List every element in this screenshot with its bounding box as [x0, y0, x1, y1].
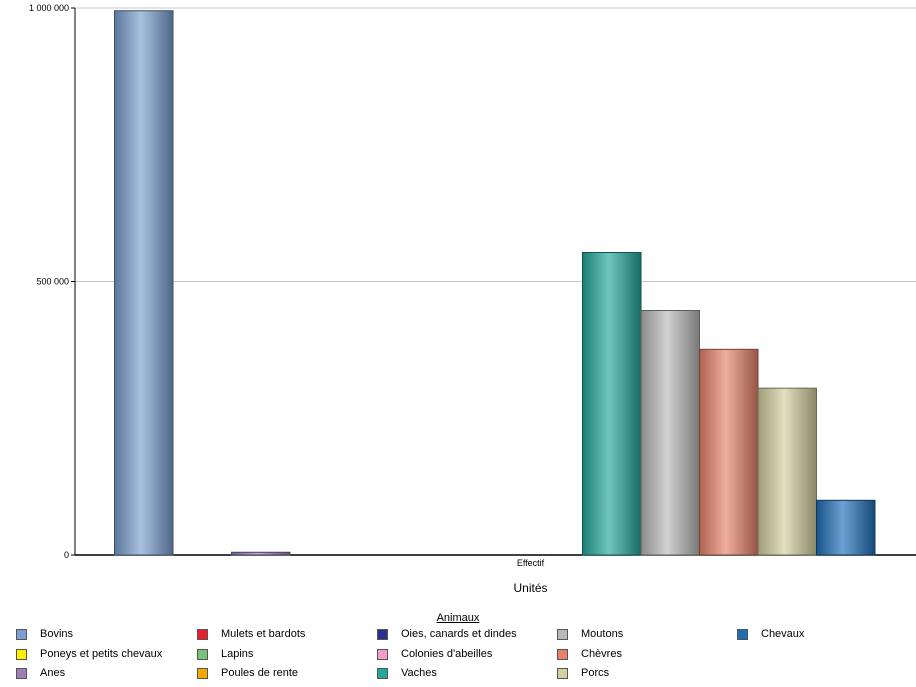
y-tick-label: 0 [64, 550, 69, 560]
bar-bovins [114, 10, 174, 556]
legend-label: Vaches [401, 667, 437, 679]
legend-label: Moutons [581, 628, 624, 640]
legend-swatch [557, 648, 568, 660]
legend-label: Lapins [221, 647, 254, 660]
legend-label: Anes [40, 667, 66, 679]
x-axis-title: Unités [513, 581, 547, 595]
legend-label: Porcs [581, 667, 610, 679]
legend-swatch [16, 648, 27, 660]
y-tick-label: 1 000 000 [29, 3, 69, 13]
legend-swatch [377, 668, 388, 679]
legend-swatch [377, 629, 388, 640]
legend-swatch [377, 648, 388, 660]
y-tick-label: 500 000 [36, 277, 69, 287]
x-category-label: Effectif [517, 558, 545, 568]
legend-label: Chèvres [581, 647, 622, 660]
legend-swatch [16, 668, 27, 679]
legend-label: Poneys et petits chevaux [40, 647, 163, 660]
legend-swatch [557, 668, 568, 679]
legend-label: Colonies d'abeilles [401, 647, 493, 660]
legend-label: Oies, canards et dindes [401, 628, 517, 640]
legend-swatch [737, 629, 748, 640]
legend-swatch [16, 629, 27, 640]
bar-chevaux [816, 499, 876, 556]
legend-swatch [557, 629, 568, 640]
bar-vaches [582, 252, 642, 556]
bar-anes [231, 551, 291, 556]
bar-ch-vres [699, 348, 759, 556]
legend-swatch [197, 648, 208, 660]
legend-label: Chevaux [761, 628, 805, 640]
bar-porcs [757, 387, 817, 556]
chart: 0 500 000 1 000 000 Effectif Unités [29, 3, 916, 595]
legend-swatch [197, 668, 208, 679]
legend-label: Poules de rente [221, 667, 299, 679]
legend-label: Bovins [40, 628, 74, 640]
legend-title: Animaux [436, 612, 480, 624]
legend-swatch [197, 629, 208, 640]
legend-label: Mulets et bardots [221, 628, 306, 640]
legend: Bovins Poneys et petits chevaux Anes Mulets… [0, 626, 916, 686]
bar-moutons [640, 309, 700, 556]
